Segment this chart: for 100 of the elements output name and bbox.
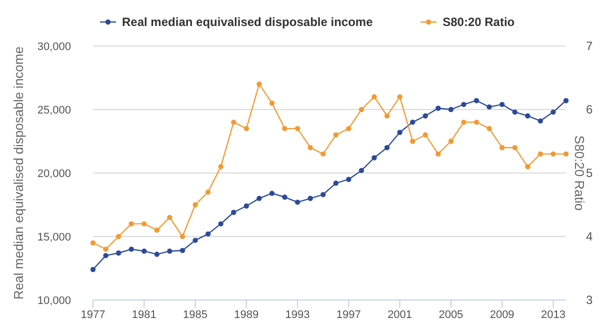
point (282, 126, 288, 132)
point (103, 252, 108, 258)
x-tick-label: 2013 (540, 309, 566, 321)
point (358, 106, 364, 112)
point (167, 248, 172, 254)
point (167, 214, 172, 220)
point (192, 238, 198, 243)
point (436, 106, 441, 111)
point (563, 151, 569, 157)
point (538, 118, 544, 124)
x-tick-label: 1985 (183, 309, 208, 321)
x-tick-label: 2005 (438, 309, 464, 321)
y2-tick-label: 4 (586, 230, 593, 244)
point (103, 246, 108, 252)
point (525, 164, 530, 170)
point (154, 228, 160, 233)
point (448, 138, 454, 144)
point (294, 126, 300, 132)
point (320, 192, 326, 198)
x-tick-label: 2001 (388, 309, 412, 321)
point (474, 98, 480, 104)
point (218, 221, 224, 226)
point (563, 98, 569, 104)
point (384, 113, 390, 118)
point (538, 151, 544, 157)
point (128, 246, 134, 252)
point (499, 102, 505, 108)
point (269, 100, 275, 106)
point (90, 240, 96, 246)
y-tick-label: 25,000 (37, 104, 71, 116)
x-tick-label: 1993 (285, 309, 310, 321)
point (231, 210, 236, 215)
point (397, 130, 402, 135)
point (142, 248, 147, 254)
point (422, 113, 428, 118)
point (269, 190, 275, 196)
point (346, 126, 352, 132)
point (346, 176, 352, 182)
point (294, 200, 300, 205)
point (218, 164, 224, 170)
point (410, 120, 416, 125)
y2-tick-label: 5 (586, 166, 593, 180)
point (410, 138, 416, 144)
y-tick-label: 10,000 (37, 295, 71, 307)
point (116, 234, 122, 240)
point (550, 151, 556, 157)
point (116, 250, 122, 256)
point (128, 221, 134, 226)
point (384, 145, 390, 150)
point (205, 189, 211, 195)
point (180, 234, 186, 240)
point (436, 151, 441, 157)
point (512, 109, 518, 115)
x-tick-label: 1989 (234, 309, 259, 321)
point (282, 194, 288, 200)
y2-tick-label: 6 (586, 102, 593, 116)
point (461, 102, 466, 108)
y-tick-label: 15,000 (37, 232, 71, 244)
y-axis-title: Real median equivalised disposable income (11, 46, 26, 300)
x-tick-label: 1977 (80, 309, 106, 321)
point (244, 203, 250, 209)
point (448, 106, 454, 112)
point (320, 151, 326, 157)
y-tick-label: 30,000 (37, 41, 71, 53)
point (256, 196, 262, 201)
point (231, 120, 236, 125)
point (205, 231, 211, 237)
x-tick-label: 2009 (490, 309, 514, 321)
x-tick-label: 1997 (336, 309, 361, 321)
point (142, 221, 147, 226)
point (308, 145, 313, 150)
point (525, 113, 530, 118)
point (512, 145, 518, 150)
y2-tick-label: 7 (586, 39, 593, 53)
point (192, 202, 198, 208)
point (256, 82, 262, 87)
y2-tick-label: 3 (586, 293, 593, 307)
point (333, 180, 338, 186)
point (422, 132, 428, 138)
point (154, 252, 160, 257)
x-tick-label: 1981 (132, 309, 156, 321)
legend-label: Real median equivalised disposable income (122, 15, 374, 29)
y-tick-label: 20,000 (37, 168, 71, 180)
point (474, 120, 480, 125)
point (372, 155, 377, 160)
point (550, 109, 556, 115)
point (372, 94, 377, 100)
point (333, 132, 338, 138)
point (180, 248, 186, 254)
point (397, 94, 402, 100)
point (461, 120, 466, 125)
point (244, 126, 250, 132)
point (90, 266, 96, 272)
point (499, 145, 505, 150)
point (486, 104, 492, 110)
y2-axis-title: S80:20 Ratio (572, 135, 587, 211)
point (308, 196, 313, 201)
point (486, 126, 492, 132)
legend-label: S80:20 Ratio (442, 15, 515, 29)
point (358, 168, 364, 174)
